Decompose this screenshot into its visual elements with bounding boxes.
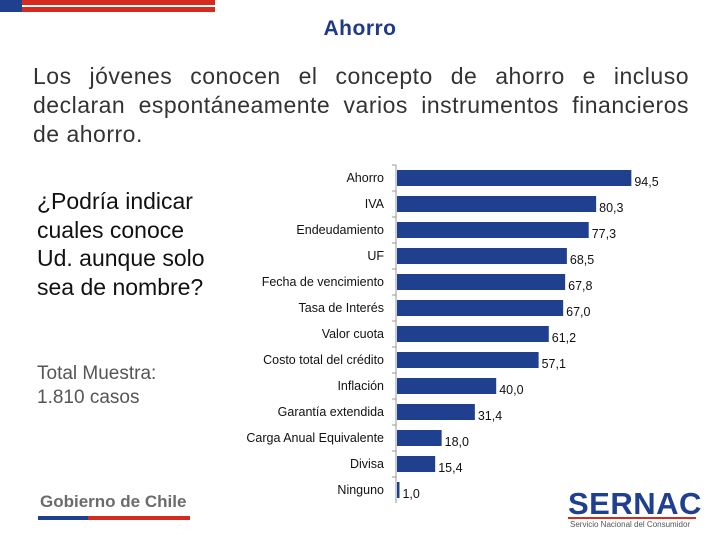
- category-label: UF: [367, 249, 384, 263]
- slide-title: Ahorro: [323, 17, 397, 40]
- value-label: 68,5: [570, 253, 594, 267]
- sernac-underline: [568, 517, 696, 519]
- category-label: Inflación: [337, 379, 384, 393]
- value-label: 31,4: [478, 409, 502, 423]
- gobierno-color-bars: [38, 516, 190, 520]
- sample-size: Total Muestra: 1.810 casos: [37, 363, 157, 408]
- category-label: Carga Anual Equivalente: [246, 431, 384, 445]
- bar: [397, 430, 442, 446]
- bar: [397, 482, 400, 498]
- category-label: Valor cuota: [322, 327, 384, 341]
- bar: [397, 170, 632, 186]
- bar: [397, 248, 567, 264]
- bar: [397, 326, 549, 342]
- flag-white-line: [22, 5, 215, 7]
- sernac-logo: SERNAC Servicio Nacional del Consumidor: [566, 486, 701, 530]
- category-label: Garantía extendida: [278, 405, 384, 419]
- bar: [397, 222, 589, 238]
- bar: [397, 352, 539, 368]
- value-label: 15,4: [438, 461, 462, 475]
- category-label: Tasa de Interés: [299, 301, 384, 315]
- chile-flag-stripe: [0, 0, 215, 12]
- sernac-tagline: Servicio Nacional del Consumidor: [570, 520, 691, 529]
- value-label: 18,0: [445, 435, 469, 449]
- value-label: 67,0: [566, 305, 590, 319]
- survey-question: ¿Podría indicar cuales conoce Ud. aunque…: [37, 188, 205, 300]
- category-label: Divisa: [350, 457, 384, 471]
- bar: [397, 274, 566, 290]
- category-label: IVA: [365, 197, 385, 211]
- value-label: 1,0: [402, 487, 419, 501]
- gobierno-logo: Gobierno de Chile: [38, 492, 190, 520]
- bar: [397, 300, 564, 316]
- bar: [397, 196, 597, 212]
- category-label: Fecha de vencimiento: [262, 275, 384, 289]
- intro-text: Los jóvenes conocen el concepto de ahorr…: [33, 63, 689, 147]
- category-label: Ahorro: [346, 171, 384, 185]
- bar: [397, 378, 497, 394]
- value-label: 80,3: [599, 201, 623, 215]
- value-label: 67,8: [568, 279, 592, 293]
- sernac-wordmark: SERNAC: [568, 486, 702, 521]
- flag-blue-block: [0, 0, 22, 12]
- bar: [397, 456, 436, 472]
- category-label: Ninguno: [337, 483, 384, 497]
- value-label: 40,0: [499, 383, 523, 397]
- bar: [397, 404, 475, 420]
- value-label: 77,3: [592, 227, 616, 241]
- category-label: Costo total del crédito: [263, 353, 384, 367]
- value-label: 94,5: [634, 175, 658, 189]
- gobierno-label: Gobierno de Chile: [40, 492, 187, 511]
- category-label: Endeudamiento: [296, 223, 384, 237]
- value-label: 61,2: [552, 331, 576, 345]
- value-label: 57,1: [542, 357, 566, 371]
